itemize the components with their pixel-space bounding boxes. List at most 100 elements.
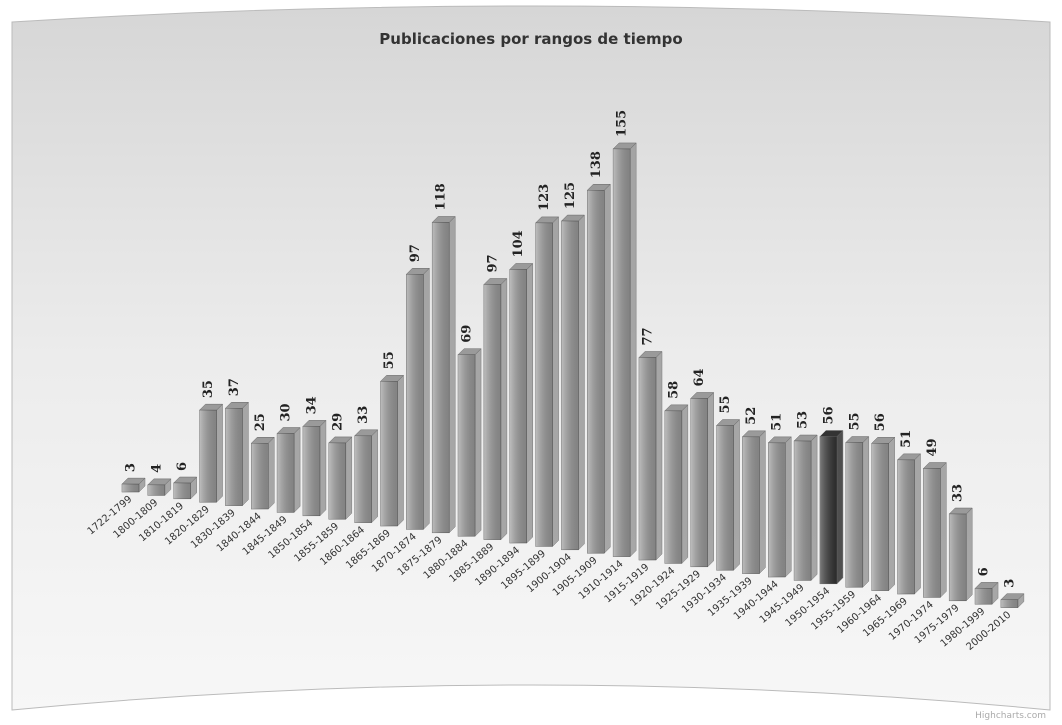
bar-shade xyxy=(820,437,837,584)
data-label: 64 xyxy=(692,368,707,386)
data-label: 104 xyxy=(511,230,526,257)
data-label: 34 xyxy=(304,396,319,414)
data-label: 77 xyxy=(641,327,656,345)
data-label: 55 xyxy=(382,351,397,369)
bar-side xyxy=(268,437,274,509)
bar-shade xyxy=(355,436,372,523)
bar-side xyxy=(863,437,869,588)
data-label: 3 xyxy=(1002,579,1017,588)
bar-shade xyxy=(1001,600,1018,608)
data-label: 56 xyxy=(873,413,888,431)
bar-shade xyxy=(768,443,785,577)
bar-shade xyxy=(432,222,449,532)
bar-side xyxy=(734,420,740,571)
data-label: 4 xyxy=(149,464,164,473)
bar-side xyxy=(578,215,584,550)
data-label: 155 xyxy=(615,110,630,137)
bar-side xyxy=(915,454,921,594)
data-label: 55 xyxy=(847,412,862,430)
bar-side xyxy=(242,402,248,505)
bar-shade xyxy=(329,443,346,519)
bar-shade xyxy=(794,441,811,580)
bar-side xyxy=(372,430,378,523)
bar-shade xyxy=(613,149,630,557)
data-label: 123 xyxy=(537,184,552,211)
bar-shade xyxy=(665,411,682,564)
data-label: 138 xyxy=(589,151,604,178)
data-label: 6 xyxy=(977,567,992,576)
bar-shade xyxy=(898,460,915,594)
bar-shade xyxy=(561,221,578,550)
data-label: 125 xyxy=(563,182,578,209)
bar-side xyxy=(217,404,223,502)
bar-shade xyxy=(536,223,553,546)
bar-shade xyxy=(949,514,966,601)
data-label: 3 xyxy=(124,463,139,472)
bar-side xyxy=(475,349,481,536)
bar-side xyxy=(398,375,404,526)
bar-shade xyxy=(717,426,734,571)
bar-shade xyxy=(872,443,889,590)
data-label: 118 xyxy=(434,183,449,210)
bar-shade xyxy=(742,437,759,574)
data-label: 33 xyxy=(356,406,371,424)
bar-shade xyxy=(458,355,475,536)
bar-side xyxy=(294,428,300,513)
bar-side xyxy=(604,184,610,553)
data-label: 51 xyxy=(770,413,785,431)
data-label: 69 xyxy=(460,325,475,343)
bar-shade xyxy=(510,269,527,543)
bar-shade xyxy=(587,190,604,553)
data-label: 97 xyxy=(408,244,423,262)
data-label: 52 xyxy=(744,407,759,425)
bar-shade xyxy=(251,443,268,509)
bar-shade xyxy=(846,443,863,588)
bar-side xyxy=(553,217,559,546)
bar-shade xyxy=(923,469,940,598)
bar-shade xyxy=(975,588,992,604)
bar-shade xyxy=(484,284,501,539)
bar-side xyxy=(501,278,507,539)
data-label: 25 xyxy=(253,413,268,431)
data-label: 55 xyxy=(718,395,733,413)
bar-shade xyxy=(148,485,165,496)
bar-side xyxy=(837,431,843,584)
bar-side xyxy=(785,437,791,577)
bar-side xyxy=(682,405,688,564)
data-label: 56 xyxy=(821,406,836,424)
bar-shade xyxy=(639,357,656,560)
data-label: 58 xyxy=(666,381,681,399)
bar-shade xyxy=(225,408,242,505)
bar-side xyxy=(630,143,636,557)
bar-side xyxy=(423,268,429,529)
bar-shade xyxy=(200,410,217,502)
bar-side xyxy=(320,420,326,515)
bar-shade xyxy=(122,484,139,492)
bar-side xyxy=(449,216,455,532)
bar-side xyxy=(527,263,533,543)
chart: Publicaciones por rangos de tiempo Highc… xyxy=(0,0,1062,725)
bar-side xyxy=(708,392,714,566)
data-label: 6 xyxy=(175,462,190,471)
bar-shade xyxy=(691,398,708,566)
data-label: 30 xyxy=(279,403,294,421)
bar-shade xyxy=(303,426,320,515)
bar-shade xyxy=(277,434,294,513)
data-label: 33 xyxy=(951,484,966,502)
data-label: 97 xyxy=(485,254,500,272)
bar-side xyxy=(966,508,972,601)
bar-shade xyxy=(406,274,423,529)
bar-side xyxy=(889,437,895,590)
bar-shade xyxy=(174,483,191,499)
data-label: 53 xyxy=(796,411,811,429)
bar-side xyxy=(940,463,946,598)
data-label: 37 xyxy=(227,378,242,396)
bar-side xyxy=(759,431,765,574)
bar-side xyxy=(346,437,352,519)
data-label: 51 xyxy=(899,430,914,448)
bar-side xyxy=(656,351,662,560)
data-label: 35 xyxy=(201,380,216,398)
data-label: 49 xyxy=(925,438,940,456)
chart-title: Publicaciones por rangos de tiempo xyxy=(379,30,682,48)
bar-shade xyxy=(381,381,398,526)
